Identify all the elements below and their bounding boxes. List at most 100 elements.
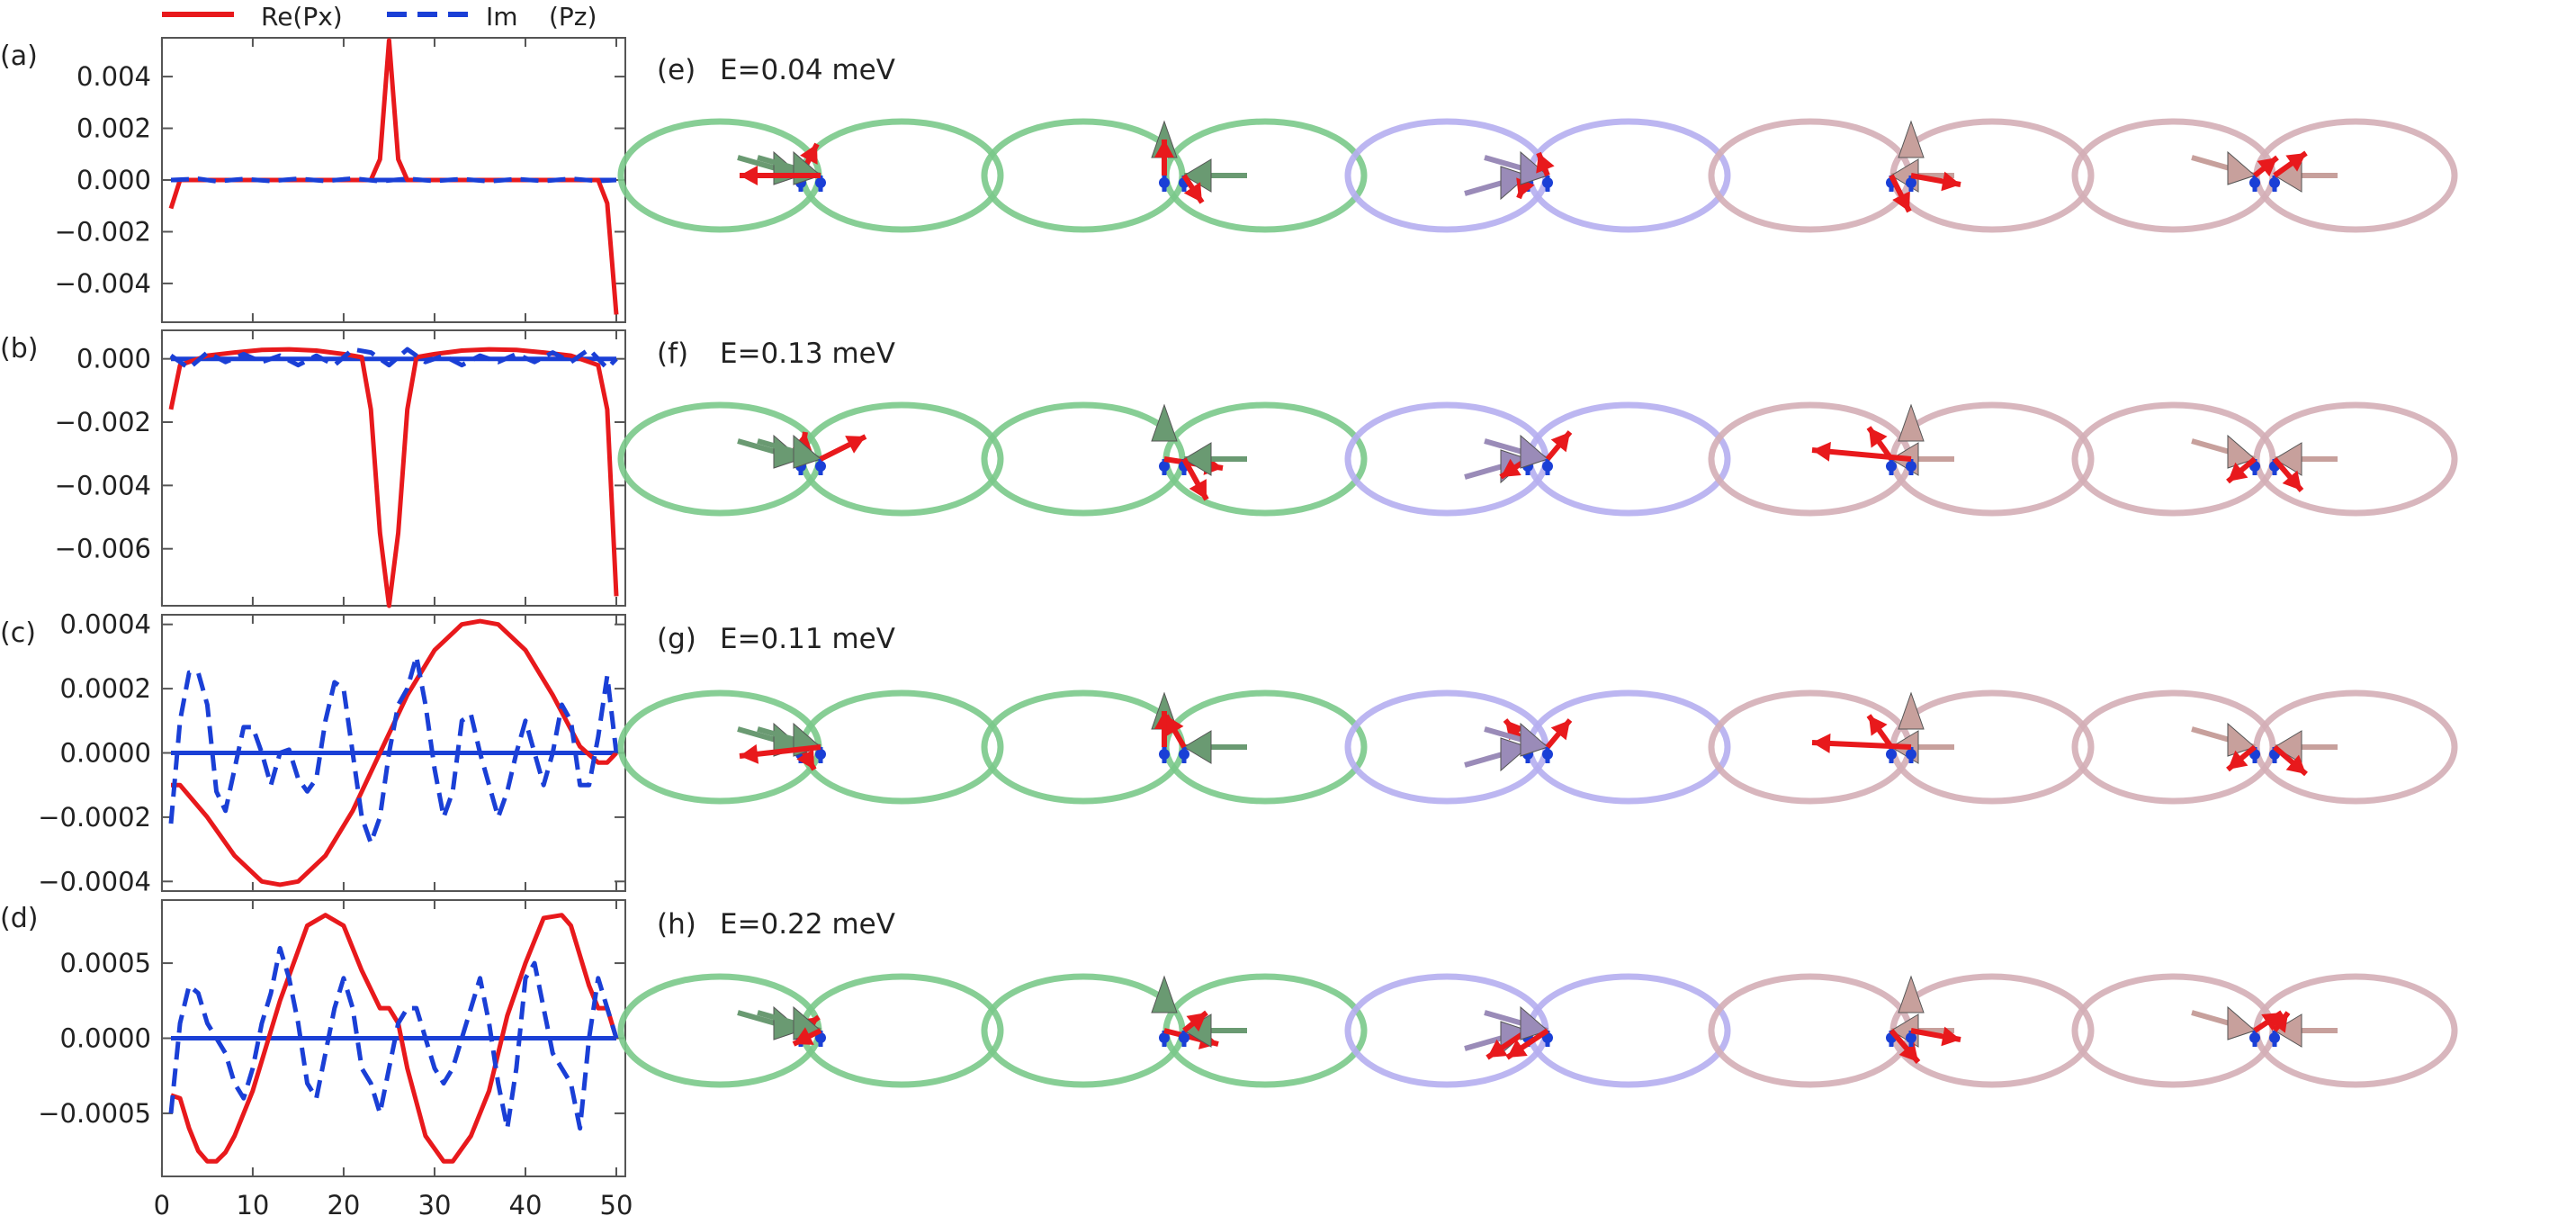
px-arrow-head xyxy=(1501,458,1521,477)
spin-cone xyxy=(1520,150,1548,185)
pz-dot xyxy=(1906,1032,1916,1043)
spin-site xyxy=(2269,150,2338,193)
spin-site xyxy=(1484,430,1573,475)
ring-green xyxy=(799,401,1004,517)
pz-dot xyxy=(1906,177,1916,188)
spin-site xyxy=(2191,434,2260,484)
spin-cone xyxy=(1520,722,1548,757)
px-arrow-head xyxy=(800,144,818,165)
px-arrow-head xyxy=(740,743,759,764)
spin-site xyxy=(2191,722,2260,772)
px-arrow-head xyxy=(2285,153,2306,172)
pz-dot xyxy=(815,177,826,188)
pz-dot xyxy=(2249,1032,2260,1043)
ring-green xyxy=(981,401,1186,517)
spin-site xyxy=(2269,1011,2338,1048)
pz-dot xyxy=(1159,749,1170,760)
re-px-line xyxy=(168,347,619,608)
ring-purple xyxy=(1526,689,1731,805)
spin-cone xyxy=(1183,158,1212,193)
spin-cone xyxy=(2274,1013,2302,1048)
pz-dot xyxy=(1179,749,1189,760)
spin-cone xyxy=(1898,403,1925,442)
spin-site xyxy=(1484,1005,1553,1060)
ring-green xyxy=(799,118,1004,233)
energy-label: E=0.04 meV xyxy=(720,54,895,86)
px-arrow-head xyxy=(1892,191,1910,212)
spin-site xyxy=(1886,1013,1954,1064)
legend-pz-label: (Pz) xyxy=(549,2,597,32)
pz-dot xyxy=(1159,461,1170,472)
spin-cone xyxy=(1520,1005,1548,1040)
px-arrow-head xyxy=(845,436,866,454)
x-tick-label: 10 xyxy=(236,1190,269,1220)
spin-cone xyxy=(793,434,821,469)
energy-label: E=0.13 meV xyxy=(720,338,895,370)
pz-dot xyxy=(815,461,826,472)
px-arrow-head xyxy=(1186,1013,1207,1032)
pz-dot xyxy=(815,1032,826,1043)
ring-green xyxy=(981,689,1186,805)
im-pz-line xyxy=(170,176,617,184)
spin-site xyxy=(1179,1010,1247,1048)
spin-site xyxy=(1484,150,1555,192)
line-panel-b: (b) 0.000 −0.002 −0.004 −0.006 xyxy=(0,329,626,608)
y-tick-label: −0.0004 xyxy=(38,866,151,896)
y-tick-label: −0.004 xyxy=(55,470,151,500)
x-tick-label: 0 xyxy=(154,1190,170,1220)
pz-dot xyxy=(815,749,826,760)
px-arrow-head xyxy=(1166,716,1184,736)
spin-site xyxy=(757,1005,826,1047)
ring-rose xyxy=(1708,973,1913,1088)
spin-cone xyxy=(2274,442,2302,476)
spin-site xyxy=(1179,442,1247,501)
y-tick-label: 0.0000 xyxy=(60,1023,151,1054)
ring-rose xyxy=(1708,118,1913,233)
spin-panel-label: (e) xyxy=(657,54,696,86)
ring-green xyxy=(981,973,1186,1088)
y-tick-label: 0.000 xyxy=(76,165,151,195)
legend-re-label: Re(Px) xyxy=(261,2,343,32)
spin-cone xyxy=(1898,975,1925,1013)
im-pz-line xyxy=(168,653,619,845)
y-tick-label: 0.0004 xyxy=(60,609,151,640)
pz-dot xyxy=(1159,1032,1170,1043)
px-arrow-head xyxy=(1189,479,1207,500)
im-pz-line xyxy=(168,945,619,1131)
pz-dot xyxy=(1542,749,1553,760)
energy-label: E=0.22 meV xyxy=(720,908,895,941)
pz-dot xyxy=(2269,177,2280,188)
spin-panel-e: (e) E=0.04 meV xyxy=(617,54,2458,233)
energy-label: E=0.11 meV xyxy=(720,623,895,655)
px-arrow-head xyxy=(2285,754,2306,774)
spin-cone xyxy=(2227,434,2256,469)
px-arrow-head xyxy=(1812,733,1831,753)
y-tick-label: 0.002 xyxy=(76,113,151,144)
y-tick-label: −0.0005 xyxy=(38,1098,151,1129)
spin-site xyxy=(740,150,826,192)
line-panel-d: (d) 0.0005 0.0000 −0.0005 0 10 20 30 40 50 xyxy=(0,899,633,1220)
spin-cone xyxy=(1520,434,1548,469)
ring-green xyxy=(799,973,1004,1088)
spin-cone xyxy=(1183,442,1212,476)
spin-site xyxy=(1898,975,1961,1047)
px-arrow-head xyxy=(1941,171,1961,192)
spin-panel-h: (h) E=0.22 meV xyxy=(617,908,2458,1088)
spin-site xyxy=(1484,718,1573,763)
px-arrow-head xyxy=(1550,720,1570,741)
spin-site xyxy=(739,722,826,764)
spin-cone xyxy=(1898,120,1925,158)
pz-dot xyxy=(1906,461,1916,472)
px-arrow-head xyxy=(1487,1039,1508,1058)
pz-dot xyxy=(2269,1032,2280,1043)
px-arrow-head xyxy=(2282,470,2302,491)
im-pz-line xyxy=(169,347,618,371)
pz-dot xyxy=(1886,749,1897,760)
spin-panel-label: (g) xyxy=(657,623,696,655)
spin-site xyxy=(1163,714,1247,764)
spin-site xyxy=(1179,158,1247,204)
spin-site xyxy=(1898,120,1961,192)
ring-green xyxy=(981,118,1186,233)
spin-cone xyxy=(2227,722,2256,757)
px-arrow-head xyxy=(1941,1026,1961,1047)
